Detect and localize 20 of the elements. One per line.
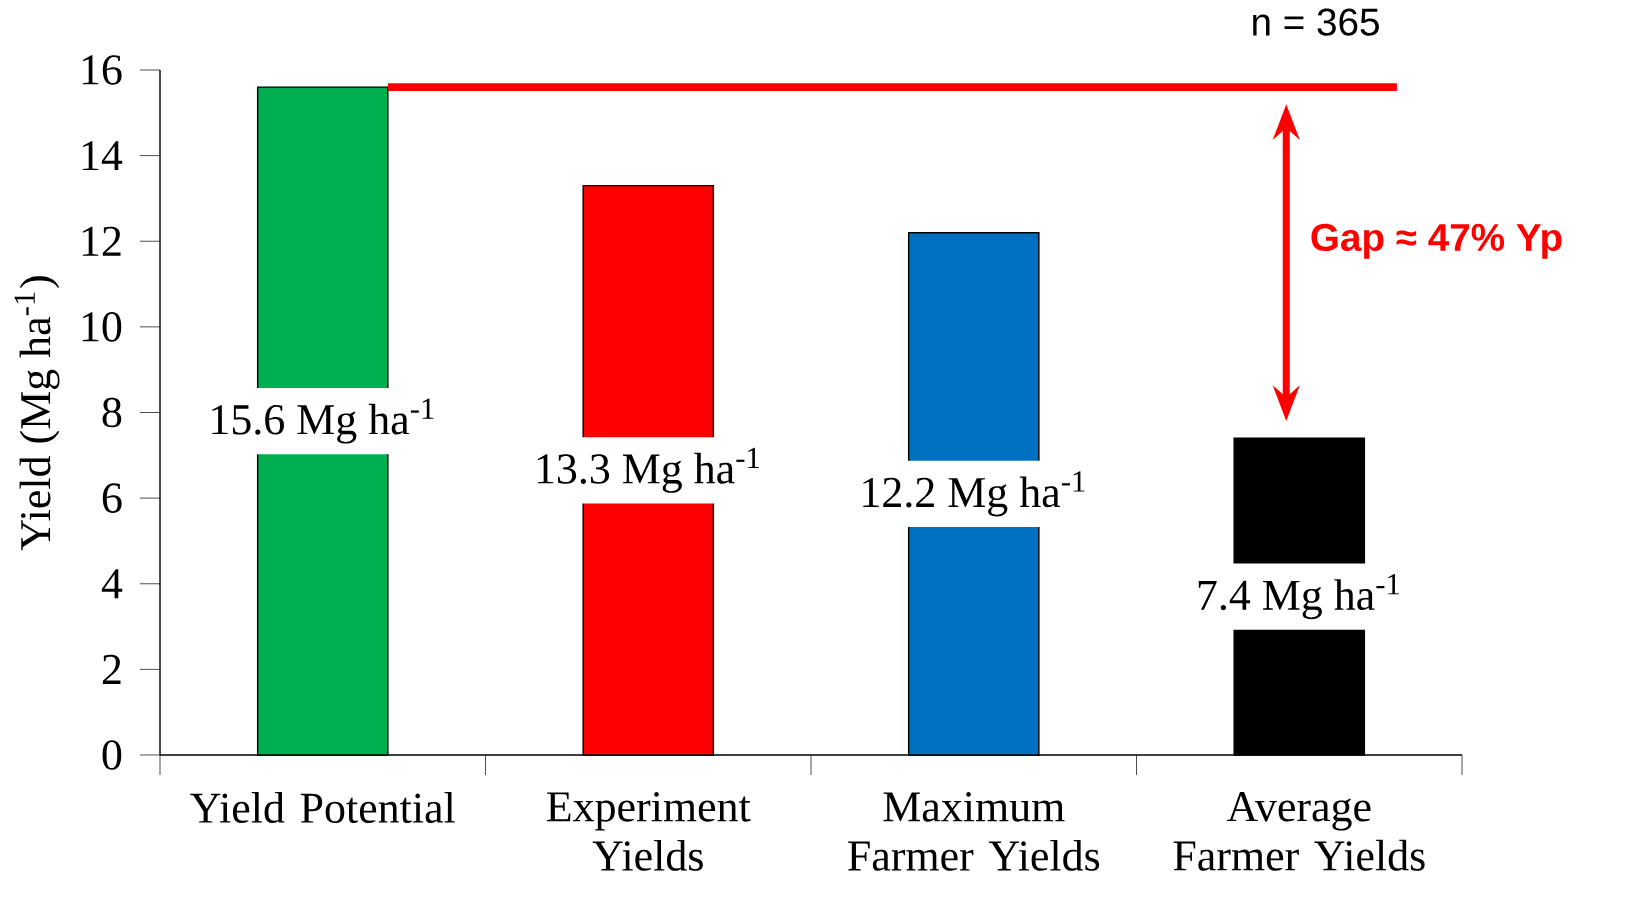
data-label: 13.3 Mg ha$^{-1}$ — [537, 447, 759, 493]
text: n = 365 — [1253, 8, 1379, 36]
y-tick-label: 14 — [82, 141, 123, 171]
y-tick-label: 0 — [102, 740, 122, 770]
x-tick-label: Yield Potential — [190, 792, 455, 824]
data-label: 12.2 Mg ha$^{-1}$ — [863, 471, 1085, 517]
x-tick-label: Average Farmer Yields — [1173, 792, 1425, 871]
data-label: 7.4 Mg ha$^{-1}$ — [1198, 574, 1400, 620]
y-tick-label: 16 — [82, 55, 122, 85]
x-tick-label: Experiment Yields — [547, 792, 751, 871]
y-tick-label: 8 — [102, 397, 122, 428]
y-tick-label: 12 — [82, 226, 121, 256]
data-label: 15.6 Mg ha$^{-1}$ — [212, 398, 434, 444]
x-tick-label: Maximum Farmer Yields — [848, 792, 1100, 871]
y-tick-label: 6 — [102, 483, 122, 513]
y-tick-label: 10 — [82, 312, 122, 342]
y-tick-label: 2 — [102, 654, 121, 684]
annotation: Gap ≈ 47% Yp — [1311, 223, 1562, 259]
y-tick-label: 4 — [101, 569, 123, 599]
y-axis-title: Yield (Mg ha$^{-1}$) — [14, 276, 60, 551]
